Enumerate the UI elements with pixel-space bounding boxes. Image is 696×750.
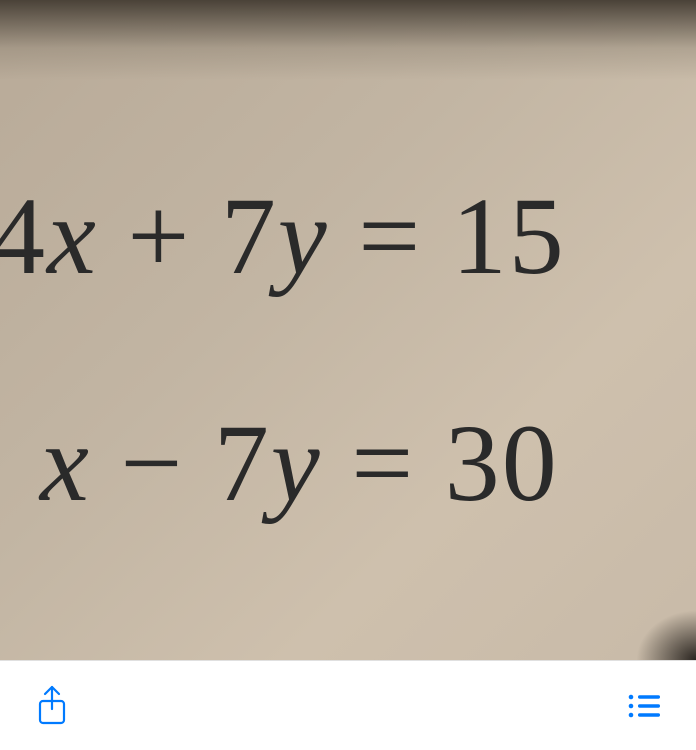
eq1-var2: y bbox=[278, 175, 329, 297]
eq1-var1: x bbox=[47, 175, 98, 297]
eq2-var1: x bbox=[40, 402, 91, 524]
eq1-equals: = bbox=[358, 175, 422, 297]
eq2-var2: y bbox=[271, 402, 322, 524]
eq2-rhs: 30 bbox=[445, 402, 559, 524]
eq2-equals: = bbox=[351, 402, 415, 524]
bottom-toolbar bbox=[0, 660, 696, 750]
eq1-coef2: 7 bbox=[221, 175, 278, 297]
eq1-rhs: 15 bbox=[452, 175, 566, 297]
equation-1: 4x + 7y = 15 bbox=[0, 173, 696, 300]
photo-content: 4x + 7y = 15 x − 7y = 30 bbox=[0, 0, 696, 660]
share-icon[interactable] bbox=[30, 684, 74, 728]
equation-2: x − 7y = 30 bbox=[40, 400, 696, 527]
eq1-coef1: 4 bbox=[0, 175, 47, 297]
eq1-op1: + bbox=[127, 175, 191, 297]
eq2-coef2: 7 bbox=[214, 402, 271, 524]
list-icon[interactable] bbox=[622, 684, 666, 728]
eq2-op1: − bbox=[120, 402, 184, 524]
